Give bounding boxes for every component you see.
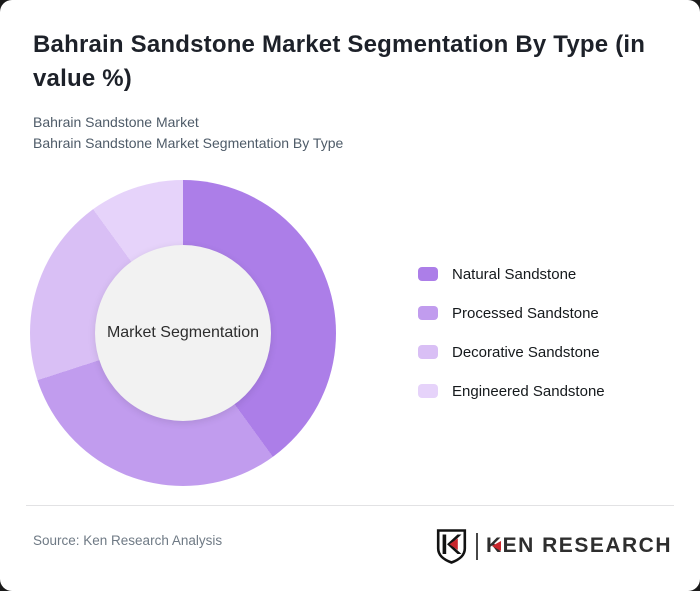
logo-text-wrap: KEN RESEARCH bbox=[486, 534, 672, 558]
logo-separator bbox=[475, 532, 478, 560]
footer-divider bbox=[26, 505, 674, 506]
red-arrow-icon bbox=[491, 541, 501, 551]
ken-research-logo: KEN RESEARCH bbox=[436, 527, 672, 565]
legend-swatch-icon bbox=[418, 267, 438, 281]
shield-k-icon bbox=[436, 528, 467, 564]
donut-hole: Market Segmentation bbox=[95, 245, 271, 421]
legend-label: Natural Sandstone bbox=[452, 265, 577, 283]
legend-item-2[interactable]: Decorative Sandstone bbox=[418, 343, 605, 361]
subtitle-line-2: Bahrain Sandstone Market Segmentation By… bbox=[33, 135, 344, 151]
legend-swatch-icon bbox=[418, 345, 438, 359]
legend-swatch-icon bbox=[418, 306, 438, 320]
chart-legend: Natural Sandstone Processed Sandstone Deco… bbox=[418, 265, 605, 421]
legend-label: Processed Sandstone bbox=[452, 304, 599, 322]
legend-label: Engineered Sandstone bbox=[452, 382, 605, 400]
donut-center-label: Market Segmentation bbox=[106, 324, 260, 341]
legend-item-0[interactable]: Natural Sandstone bbox=[418, 265, 605, 283]
source-text: Source: Ken Research Analysis bbox=[33, 533, 223, 548]
chart-title: Bahrain Sandstone Market Segmentation By… bbox=[33, 31, 646, 92]
legend-item-3[interactable]: Engineered Sandstone bbox=[418, 382, 605, 400]
logo-text: KEN RESEARCH bbox=[485, 534, 672, 557]
chart-subtitle: Bahrain Sandstone Market Bahrain Sandsto… bbox=[33, 112, 653, 154]
legend-item-1[interactable]: Processed Sandstone bbox=[418, 304, 605, 322]
legend-swatch-icon bbox=[418, 384, 438, 398]
legend-label: Decorative Sandstone bbox=[452, 343, 600, 361]
subtitle-line-1: Bahrain Sandstone Market bbox=[33, 114, 199, 130]
donut-chart: Market Segmentation bbox=[30, 180, 336, 486]
